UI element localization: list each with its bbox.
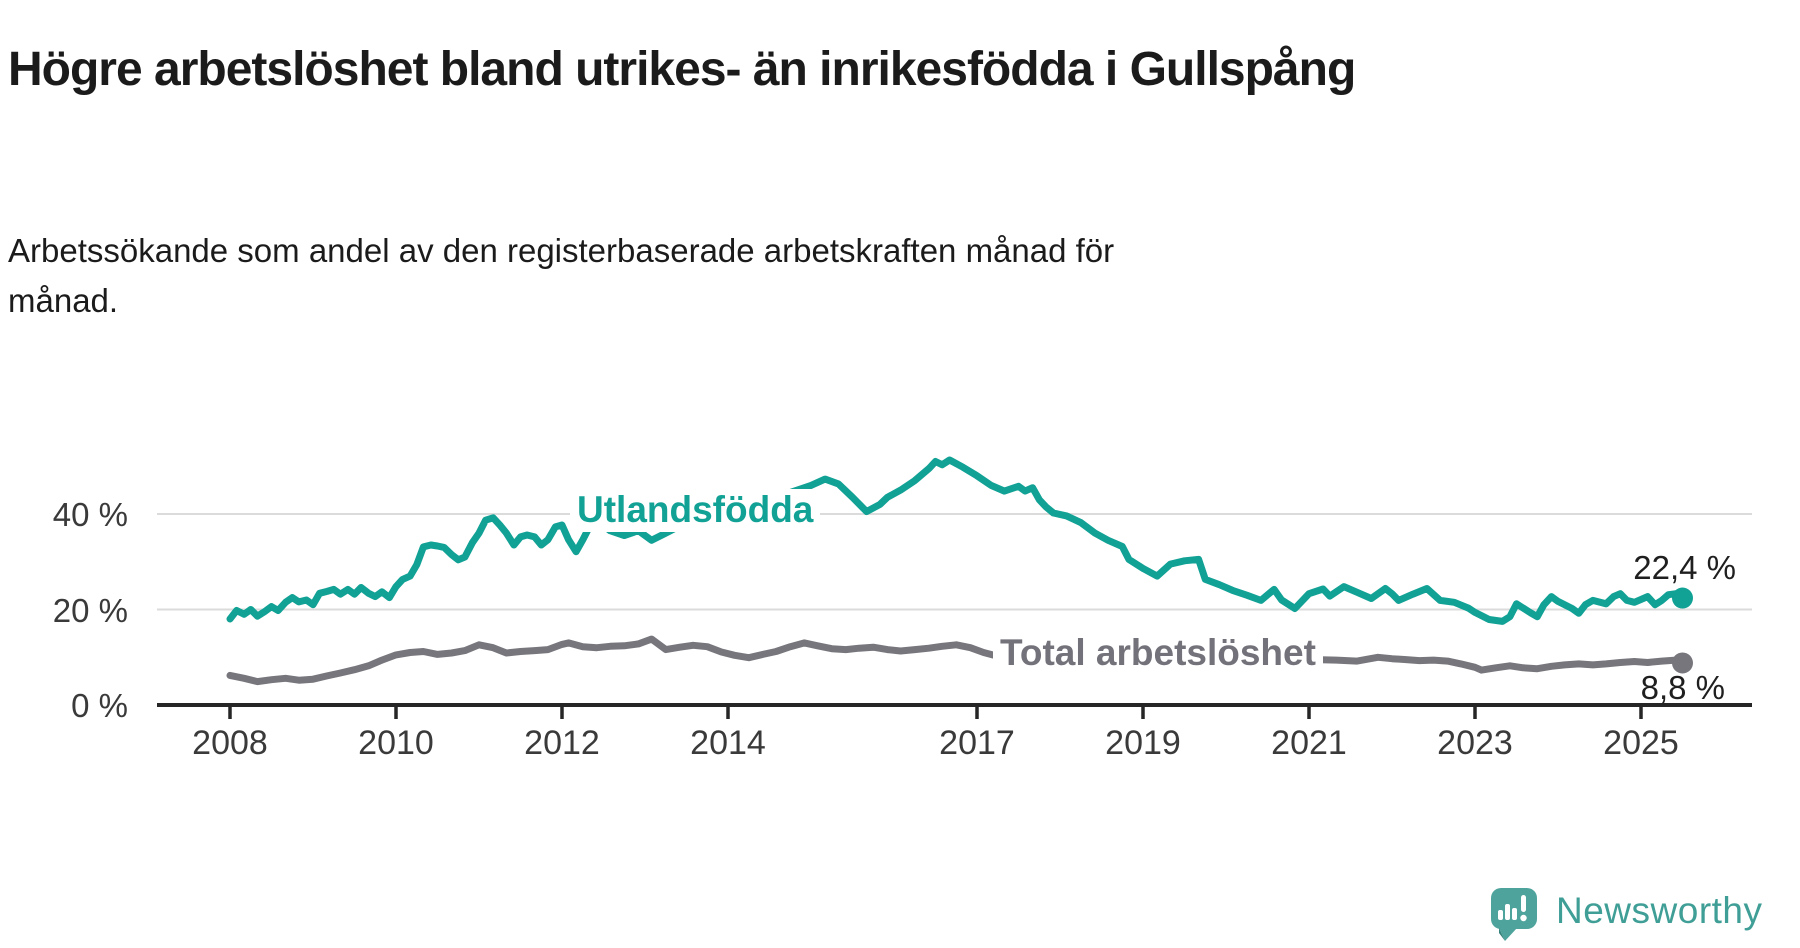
x-tick-label: 2017 [939, 724, 1015, 762]
end-value-label-utlandsfodda: 22,4 % [1633, 549, 1736, 586]
newsworthy-logo-text: Newsworthy [1556, 890, 1763, 931]
x-tick-label: 2010 [358, 724, 434, 762]
newsworthy-logo-icon [1491, 888, 1537, 941]
y-tick-label-20: 20 % [52, 592, 128, 629]
subtitle: Arbetssökande som andel av den registerb… [8, 226, 1114, 325]
y-tick-label-40: 40 % [52, 496, 128, 533]
x-tick-label: 2019 [1105, 724, 1181, 762]
x-tick-label: 2025 [1603, 724, 1679, 762]
series-label-total-arbetsloshet: Total arbetslöshet [993, 632, 1323, 675]
page-title: Högre arbetslöshet bland utrikes- än inr… [8, 43, 1356, 97]
x-tick-label: 2012 [524, 724, 600, 762]
series-label-utlandsfodda: Utlandsfödda [570, 489, 821, 532]
subtitle-line-2: månad. [8, 281, 119, 319]
end-value-label-total: 8,8 % [1640, 669, 1725, 706]
series-line-0 [226, 456, 1686, 625]
series-end-dot-1 [1672, 652, 1693, 674]
newsworthy-logo[interactable]: Newsworthy [1488, 885, 1790, 943]
x-tick-label: 2021 [1271, 724, 1347, 762]
y-tick-label-0: 0 % [71, 687, 128, 724]
subtitle-line-1: Arbetssökande som andel av den registerb… [8, 232, 1115, 269]
x-tick-label: 2023 [1437, 724, 1513, 762]
series-end-dot-0 [1672, 587, 1693, 609]
x-tick-label: 2008 [192, 724, 268, 762]
series-line-1 [226, 635, 1686, 686]
x-tick-label: 2014 [690, 724, 766, 762]
